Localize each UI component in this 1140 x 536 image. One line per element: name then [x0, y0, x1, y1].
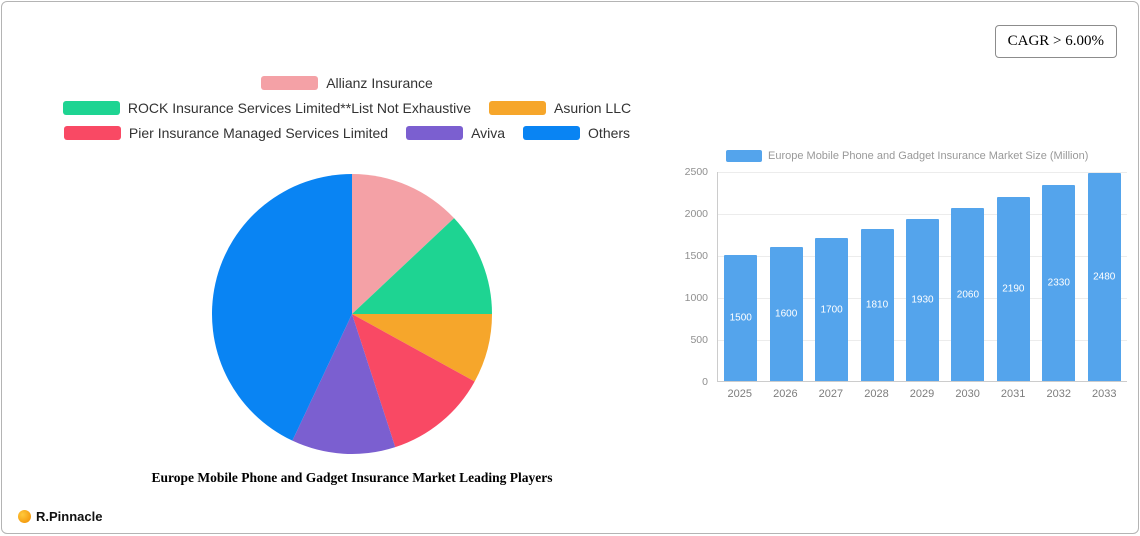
- x-axis-label: 2031: [1000, 388, 1026, 400]
- bar-value-label: 1700: [820, 304, 843, 316]
- legend-label: Others: [588, 125, 631, 141]
- x-axis-label: 2032: [1046, 388, 1071, 400]
- gridline: [718, 172, 1127, 173]
- bar-2028[interactable]: 1810: [860, 229, 894, 381]
- gridline: [718, 214, 1127, 215]
- bar-column: 2190: [991, 172, 1036, 381]
- bar-2032[interactable]: 2330: [1042, 185, 1076, 381]
- bar-value-label: 2330: [1047, 277, 1070, 289]
- bar-2025[interactable]: 1500: [724, 255, 758, 381]
- legend-swatch: [261, 76, 319, 90]
- legend-label: Aviva: [471, 125, 506, 141]
- bar-column: 2480: [1082, 172, 1127, 381]
- bar-column: 1600: [763, 172, 808, 381]
- x-axis-label: 2027: [818, 388, 844, 400]
- y-axis-tick-label: 2500: [684, 166, 708, 178]
- pie-slice[interactable]: [352, 314, 475, 448]
- y-axis-tick-label: 500: [690, 334, 708, 346]
- bar-2029[interactable]: 1930: [905, 218, 939, 381]
- bar-x-axis-labels: 2025 2026 2027 2028 2029 2030 2031 2032 2033: [717, 388, 1127, 400]
- bar-2033[interactable]: 2480: [1087, 172, 1121, 381]
- bar-value-label: 1600: [775, 308, 798, 320]
- legend-label: Pier Insurance Managed Services Limited: [128, 125, 389, 141]
- pie-slice[interactable]: [352, 314, 492, 382]
- bar-value-label: 1810: [865, 299, 889, 311]
- bar-value-label: 1500: [729, 312, 752, 324]
- pie-legend-item[interactable]: Asurion LLC: [489, 100, 631, 116]
- bar-columns: 1500 1600 1700 1810 1930 2060 2190 2330 2480: [718, 172, 1127, 381]
- pie-slice[interactable]: [292, 314, 396, 455]
- brand-logo: R.Pinnacle: [18, 509, 102, 524]
- bar-2030[interactable]: 2060: [951, 208, 985, 381]
- cagr-badge: CAGR > 6.00%: [994, 25, 1117, 58]
- bar-y-axis-labels: 0 500 1000 1500 2000 2500: [662, 166, 708, 388]
- pie-slice[interactable]: [211, 174, 352, 441]
- pie-legend-item[interactable]: Pier Insurance Managed Services Limited: [63, 125, 389, 141]
- pie-legend-row: Allianz Insurance: [261, 75, 433, 91]
- bar-value-label: 2060: [956, 289, 980, 300]
- x-axis-label: 2028: [864, 388, 889, 400]
- legend-swatch: [63, 126, 121, 140]
- bar-2031[interactable]: 2190: [996, 197, 1030, 381]
- bar-column: 1700: [809, 172, 854, 381]
- bar-column: 2330: [1036, 172, 1081, 381]
- pie-legend-item[interactable]: Others: [523, 125, 630, 141]
- brand-circle-icon: [18, 510, 31, 523]
- y-axis-tick-label: 0: [702, 376, 708, 388]
- bar-column: 1930: [900, 172, 945, 381]
- bar-2027[interactable]: 1700: [815, 238, 849, 381]
- y-axis-tick-label: 1500: [684, 250, 708, 262]
- bar-column: 2060: [945, 172, 990, 381]
- legend-swatch: [406, 126, 464, 140]
- bar-legend[interactable]: Europe Mobile Phone and Gadget Insurance…: [726, 150, 1088, 162]
- pie-legend-row: ROCK Insurance Services Limited**List No…: [62, 100, 631, 116]
- legend-label: ROCK Insurance Services Limited**List No…: [127, 100, 472, 116]
- brand-name: R.Pinnacle: [36, 509, 103, 524]
- x-axis-label: 2026: [773, 388, 798, 400]
- legend-swatch: [62, 101, 120, 115]
- y-axis-tick-label: 2000: [684, 208, 708, 220]
- bar-column: 1500: [718, 172, 763, 381]
- y-axis-tick-label: 1000: [684, 292, 708, 304]
- bar-value-label: 1930: [911, 294, 934, 306]
- x-axis-label: 2029: [909, 388, 935, 400]
- pie-slice[interactable]: [352, 174, 455, 314]
- x-axis-label: 2033: [1092, 388, 1117, 400]
- pie-legend-item[interactable]: Aviva: [406, 125, 505, 141]
- x-axis-label: 2030: [955, 388, 980, 400]
- pie-legend-item[interactable]: Allianz Insurance: [261, 75, 433, 91]
- pie-legend: Allianz Insurance ROCK Insurance Services…: [17, 75, 677, 141]
- pie-legend-row: Pier Insurance Managed Services Limited A…: [63, 125, 630, 141]
- bar-column: 1810: [854, 172, 899, 381]
- bar-value-label: 2190: [1002, 283, 1025, 295]
- pie-chart-title: Europe Mobile Phone and Gadget Insurance…: [151, 470, 553, 485]
- legend-swatch: [523, 126, 581, 140]
- bar-legend-label: Europe Mobile Phone and Gadget Insurance…: [768, 150, 1089, 162]
- bar-value-label: 2480: [1093, 271, 1116, 283]
- legend-label: Asurion LLC: [554, 100, 632, 116]
- x-axis-label: 2025: [727, 388, 753, 400]
- pie-slice[interactable]: [352, 218, 492, 314]
- bar-chart-plot-area: 1500 1600 1700 1810 1930 2060 2190 2330 2480: [717, 172, 1127, 382]
- bar-legend-swatch: [726, 150, 762, 162]
- legend-label: Allianz Insurance: [326, 75, 433, 91]
- legend-swatch: [489, 101, 547, 115]
- bar-2026[interactable]: 1600: [769, 246, 803, 381]
- pie-chart: [211, 174, 492, 455]
- pie-legend-item[interactable]: ROCK Insurance Services Limited**List No…: [62, 100, 472, 116]
